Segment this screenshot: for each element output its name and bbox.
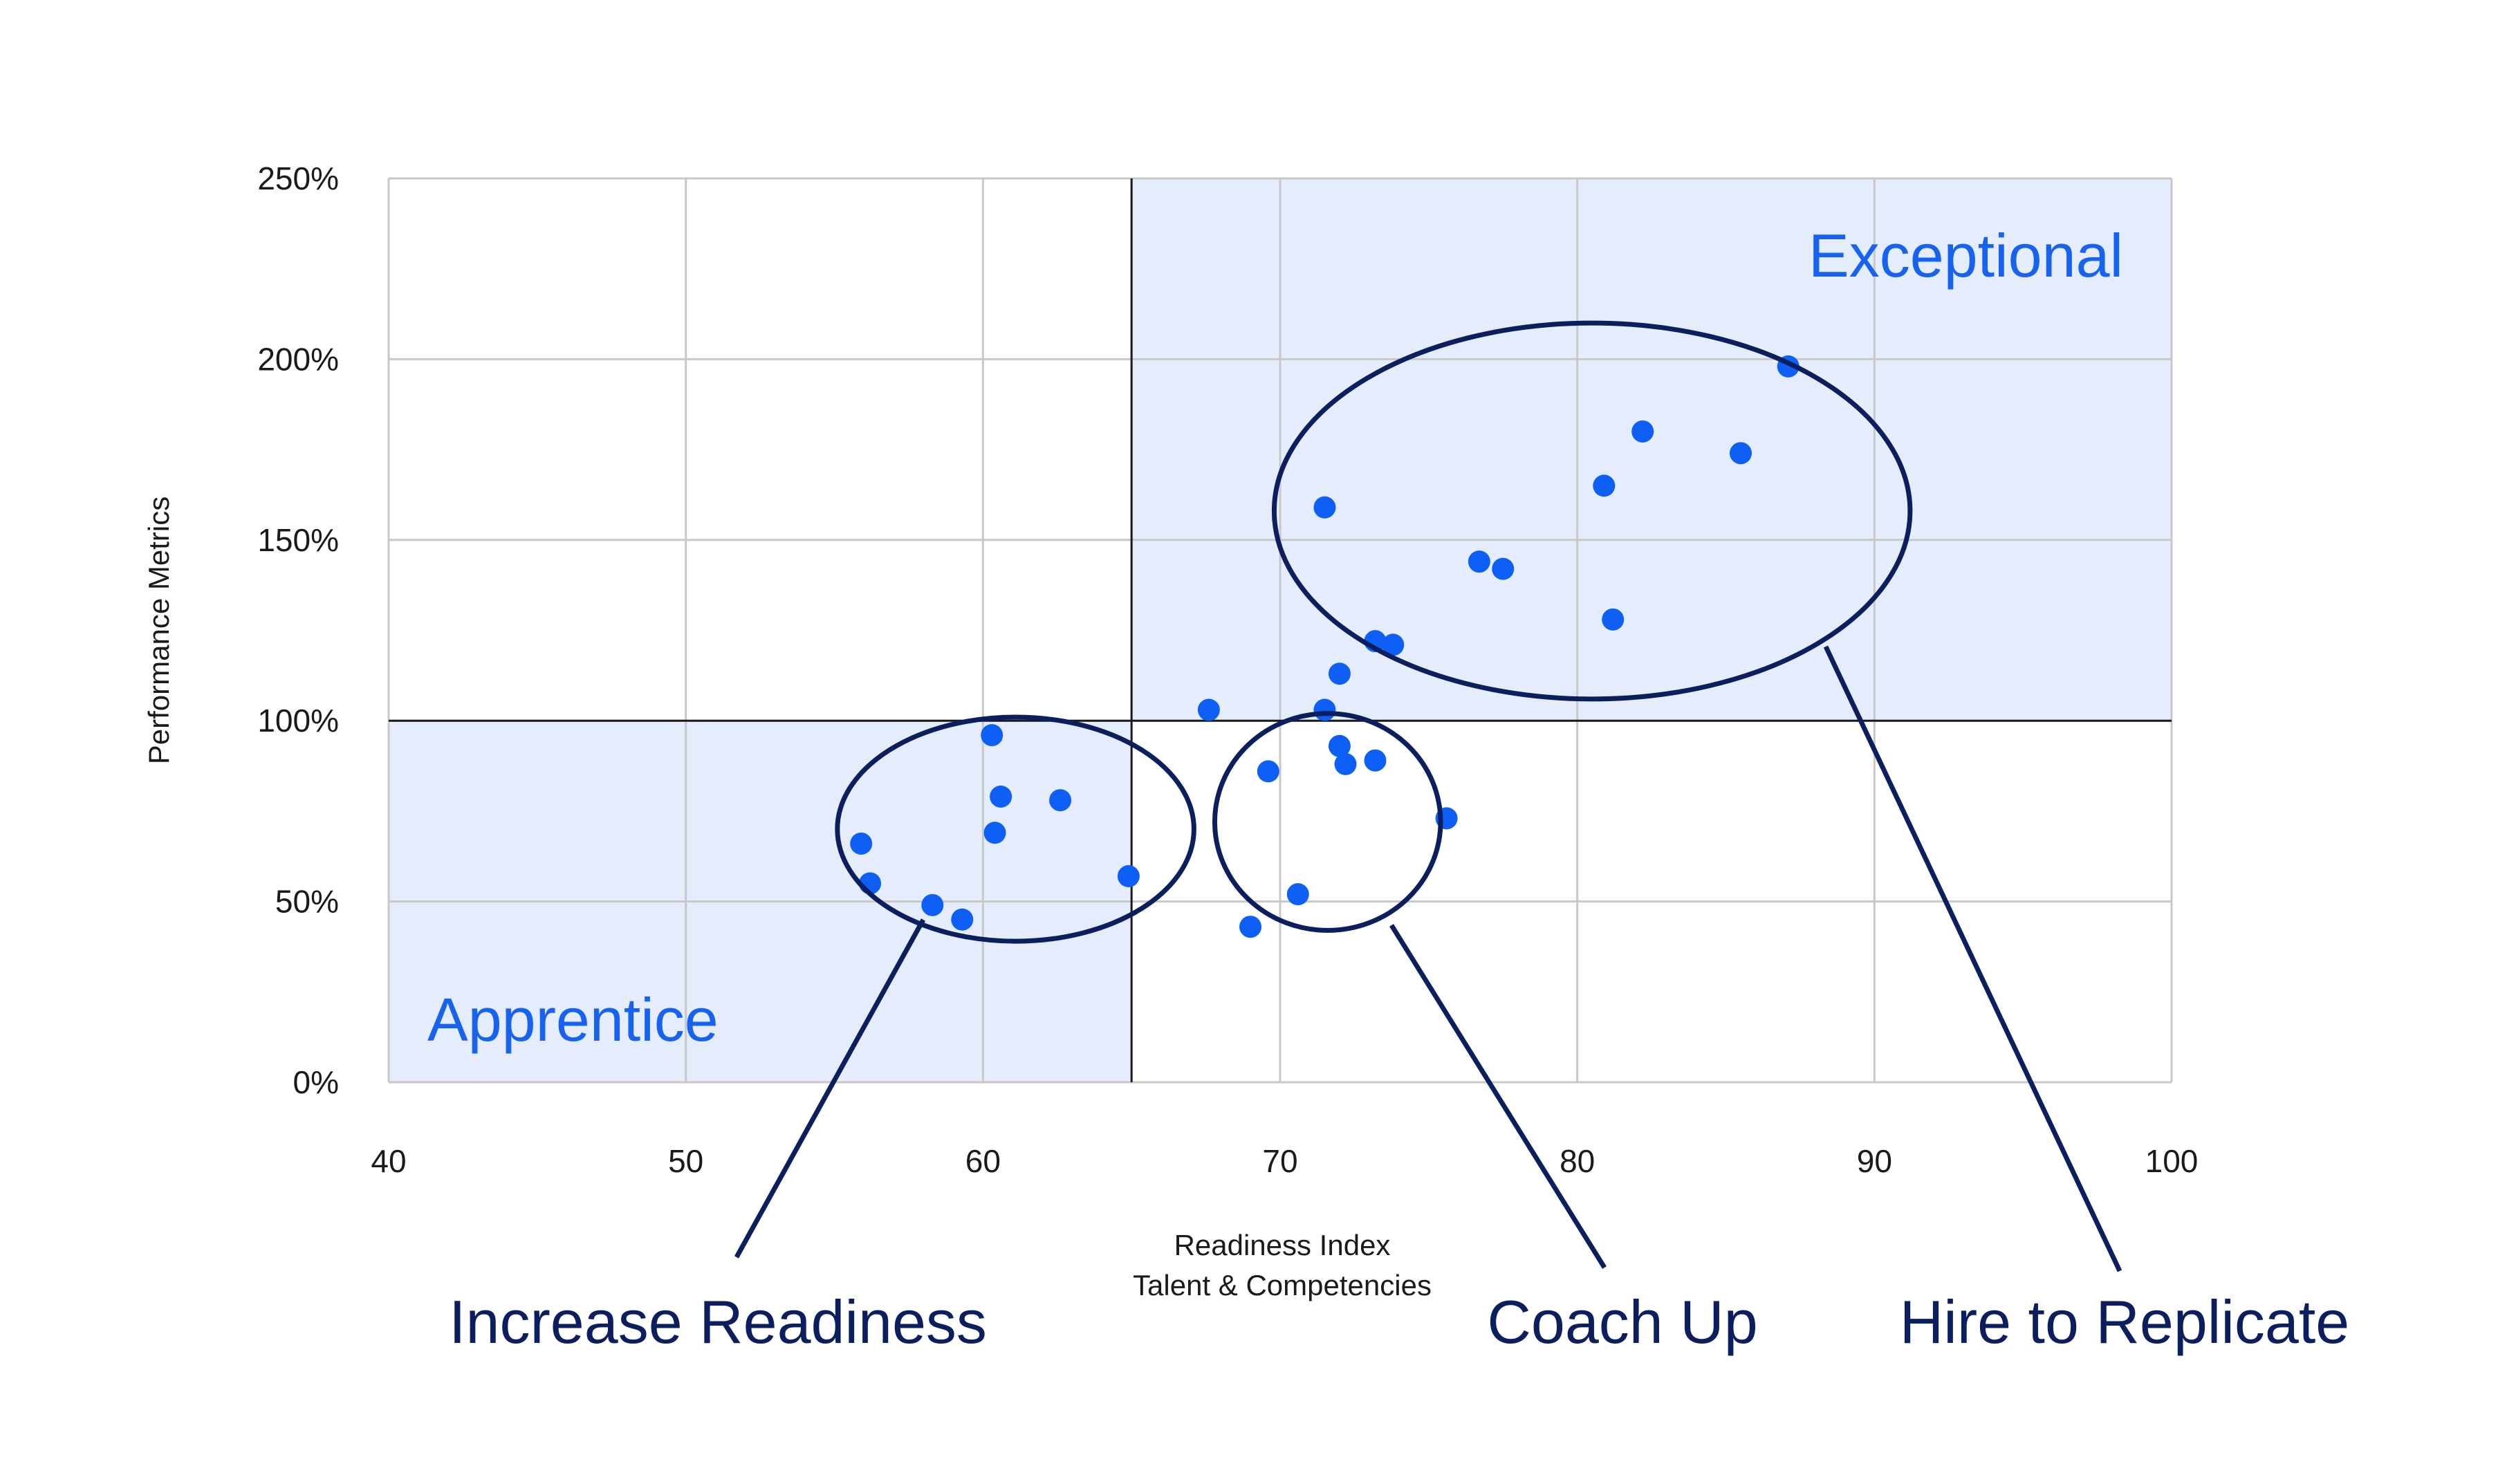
callout-ellipse (1212, 711, 1443, 933)
data-point (981, 724, 1003, 747)
data-point (1239, 916, 1262, 938)
data-point (1364, 749, 1387, 772)
y-tick-label: 100% (257, 703, 339, 739)
callout-ellipses: Increase Readiness Coach Up Hire to Replic… (449, 320, 2350, 1356)
callout-leader-line (1389, 924, 1607, 1269)
data-point (1729, 442, 1752, 465)
data-point (1602, 608, 1625, 631)
callout-ellipse (835, 714, 1196, 944)
x-axis-title-line2: Talent & Competencies (1133, 1269, 1432, 1301)
callout-label: Coach Up (1487, 1288, 1757, 1356)
x-tick-label: 40 (371, 1143, 406, 1179)
data-point (1313, 698, 1336, 721)
callout-label: Hire to Replicate (1900, 1288, 2350, 1356)
y-axis-title: Performance Metrics (142, 497, 175, 764)
data-point (1313, 496, 1336, 519)
callout-leader-line (1823, 645, 2122, 1272)
data-point (1631, 420, 1654, 443)
data-point (1334, 752, 1357, 775)
data-point (1382, 633, 1405, 656)
x-tick-label: 80 (1560, 1143, 1595, 1179)
axis-ticks: 40 50 60 70 80 90 100 0% 50% 100% 150% 200% 250% (257, 160, 2198, 1179)
callout-label: Increase Readiness (449, 1288, 987, 1356)
y-tick-label: 50% (275, 884, 339, 920)
quadrant-label-apprentice: Apprentice (427, 985, 719, 1054)
data-point (1492, 557, 1515, 580)
quadrant-label-exceptional: Exceptional (1808, 221, 2123, 290)
quadrant-fill-top-right (1131, 178, 2172, 721)
data-point (921, 893, 944, 916)
data-point (990, 785, 1012, 808)
x-tick-label: 50 (668, 1143, 703, 1179)
x-axis-title: Readiness Index (1174, 1229, 1391, 1261)
data-point (1257, 760, 1279, 783)
data-point (951, 908, 974, 931)
x-tick-label: 100 (2145, 1143, 2199, 1179)
data-point (1049, 789, 1072, 812)
x-tick-label: 70 (1262, 1143, 1297, 1179)
y-tick-label: 250% (257, 160, 339, 196)
data-points (850, 355, 1800, 938)
data-point (850, 832, 873, 855)
data-point (1328, 662, 1351, 685)
y-tick-label: 0% (293, 1064, 339, 1100)
data-point (1286, 883, 1309, 906)
y-tick-label: 200% (257, 341, 339, 377)
quadrant-split-lines (389, 178, 2172, 1082)
y-tick-label: 150% (257, 522, 339, 558)
data-point (1328, 734, 1351, 757)
data-point (1117, 865, 1140, 888)
data-point (1197, 698, 1220, 721)
callout-ellipse (1271, 320, 1913, 702)
callout-leader-line (734, 918, 926, 1259)
data-point (1593, 474, 1616, 497)
data-point (983, 822, 1006, 844)
x-tick-label: 60 (965, 1143, 1001, 1179)
x-tick-label: 90 (1857, 1143, 1892, 1179)
data-point (1468, 550, 1490, 573)
